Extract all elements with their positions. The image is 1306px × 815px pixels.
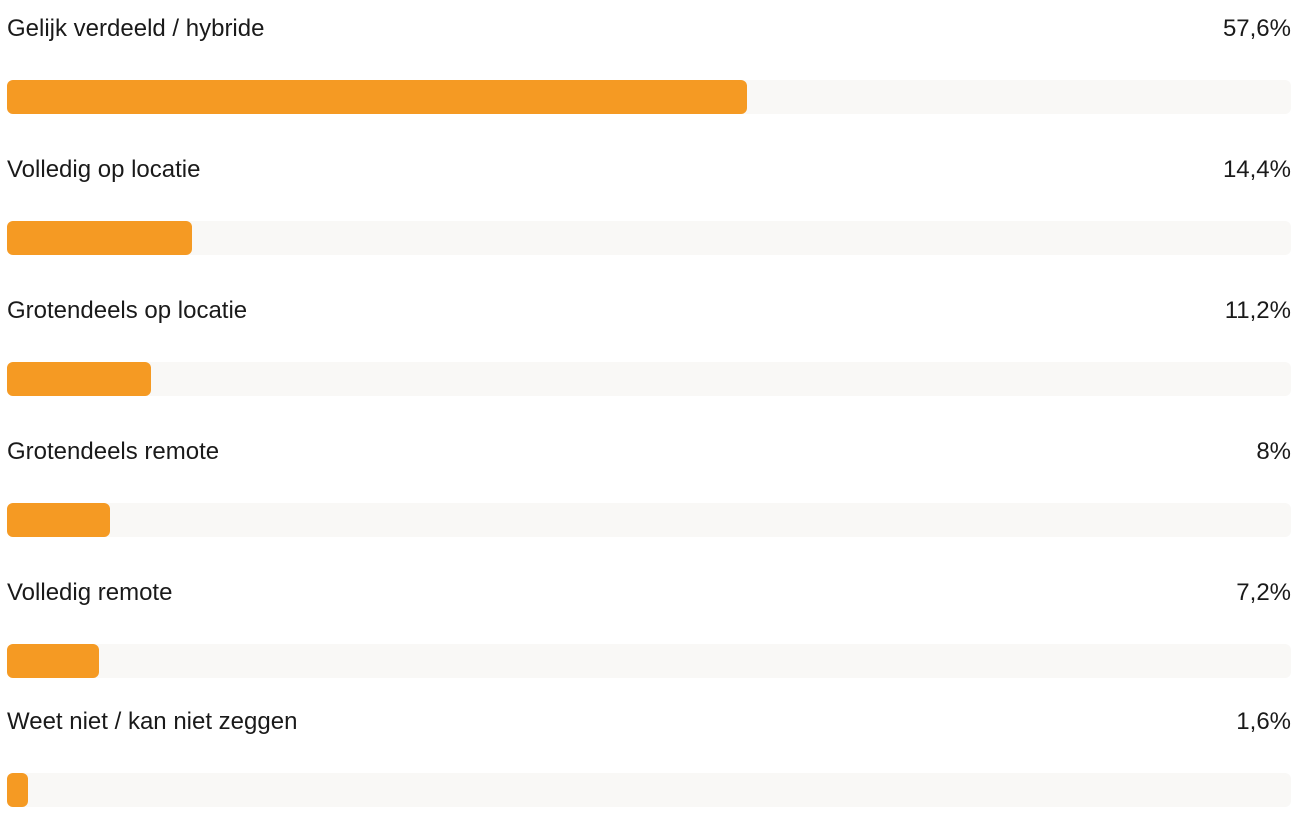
bar-track — [7, 503, 1291, 537]
bar — [7, 503, 110, 537]
bar-value-label: 11,2% — [1224, 297, 1291, 324]
bar-value-label: 57,6% — [1222, 15, 1291, 42]
bar-category-label: Weet niet / kan niet zeggen — [7, 708, 298, 735]
bar-value-label: 8% — [1256, 438, 1291, 465]
bar — [7, 80, 747, 114]
bar-value-label: 14,4% — [1222, 156, 1291, 183]
bar-track — [7, 80, 1291, 114]
bar-value-label: 1,6% — [1236, 708, 1291, 735]
bar-track — [7, 221, 1291, 255]
bar — [7, 644, 100, 678]
bar-category-label: Volledig remote — [7, 579, 173, 606]
bar-row: Weet niet / kan niet zeggen 1,6% — [7, 693, 1291, 813]
bar-category-label: Grotendeels op locatie — [7, 297, 248, 324]
bar — [7, 221, 192, 255]
bar-category-label: Gelijk verdeeld / hybride — [7, 15, 265, 42]
bar-row: Grotendeels op locatie 11,2% — [7, 282, 1291, 402]
bar-row: Grotendeels remote 8% — [7, 423, 1291, 543]
bar-track — [7, 773, 1291, 807]
bar-row: Gelijk verdeeld / hybride 57,6% — [7, 0, 1291, 120]
bar-track — [7, 644, 1291, 678]
bar — [7, 362, 151, 396]
bar — [7, 773, 28, 807]
bar-row: Volledig op locatie 14,4% — [7, 141, 1291, 261]
bar-track — [7, 362, 1291, 396]
bar-category-label: Grotendeels remote — [7, 438, 220, 465]
bar-value-label: 7,2% — [1236, 579, 1291, 606]
bar-row: Volledig remote 7,2% — [7, 564, 1291, 684]
bar-category-label: Volledig op locatie — [7, 156, 201, 183]
